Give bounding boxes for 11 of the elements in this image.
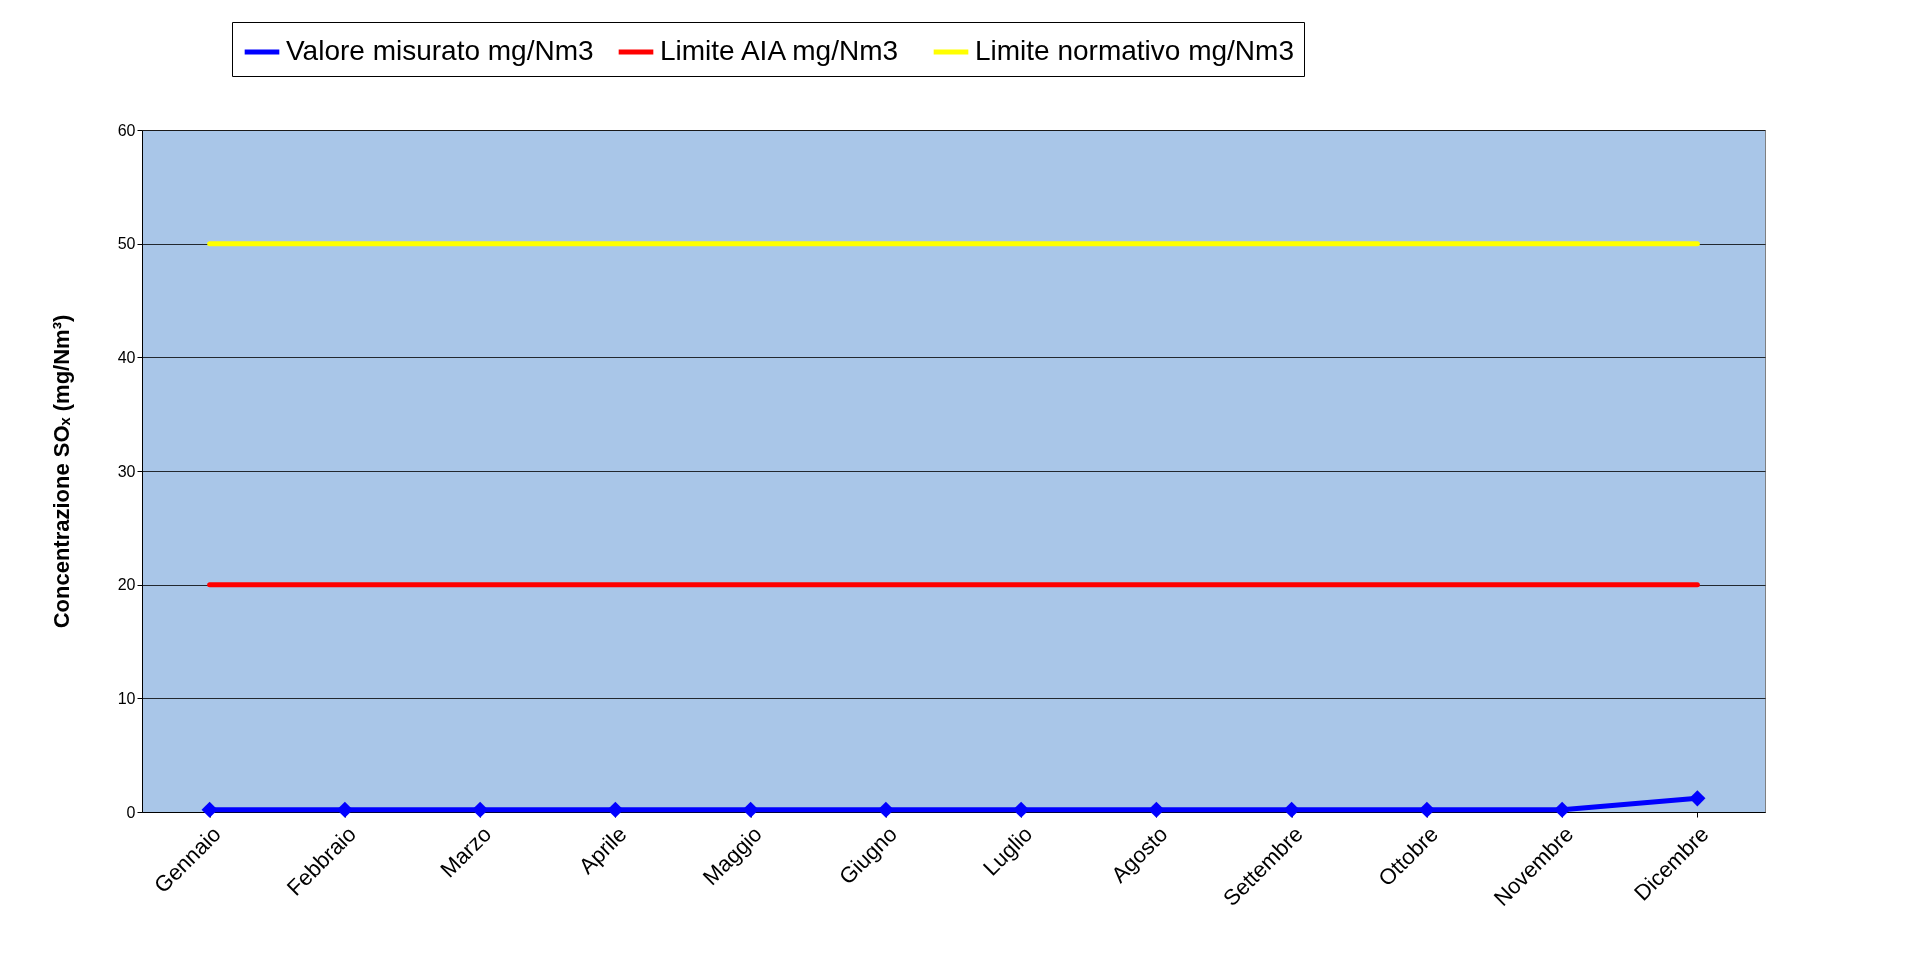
legend-label: Limite AIA mg/Nm3 bbox=[660, 35, 899, 66]
y-tick-label: 50 bbox=[117, 235, 136, 253]
y-axis-title: Concentrazione SOₓ (mg/Nm³) bbox=[48, 314, 74, 629]
y-tick-label: 10 bbox=[117, 689, 136, 707]
y-tick-label: 20 bbox=[117, 576, 136, 594]
legend-label: Valore misurato mg/Nm3 bbox=[286, 35, 594, 66]
y-tick-label: 40 bbox=[117, 348, 136, 366]
legend-label: Limite normativo mg/Nm3 bbox=[975, 35, 1294, 66]
y-tick-label: 0 bbox=[126, 803, 136, 821]
y-tick-label: 30 bbox=[117, 462, 136, 480]
y-tick-label: 60 bbox=[117, 121, 136, 139]
